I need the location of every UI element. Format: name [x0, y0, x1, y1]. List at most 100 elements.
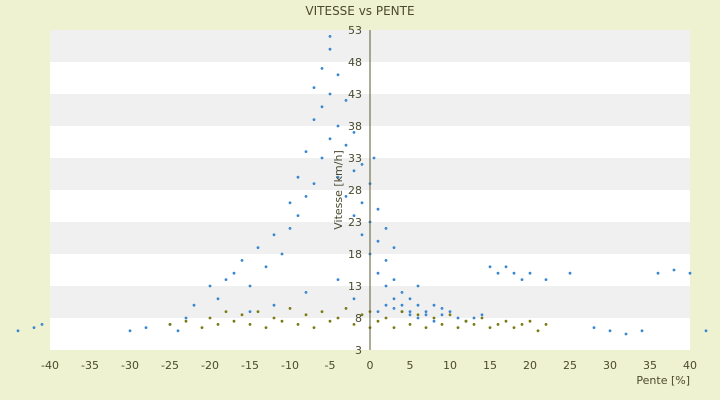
x-tick-label: 35	[643, 359, 657, 372]
y-tick-label: 13	[348, 280, 362, 293]
data-point	[240, 259, 244, 262]
data-point	[296, 214, 300, 218]
data-point	[352, 131, 356, 134]
data-point	[344, 143, 348, 147]
data-point	[376, 310, 380, 313]
data-point	[384, 284, 388, 288]
x-tick-label: 30	[603, 359, 617, 372]
data-point	[376, 239, 380, 243]
data-point	[280, 252, 284, 256]
data-point	[456, 326, 460, 329]
x-tick-label: 20	[523, 359, 537, 372]
data-point	[424, 310, 428, 313]
y-tick-label: 3	[355, 344, 362, 357]
data-point	[400, 310, 404, 313]
data-point	[168, 323, 172, 326]
data-point	[360, 233, 364, 237]
data-point	[392, 246, 396, 250]
data-point	[312, 86, 316, 89]
y-tick-label: 38	[348, 120, 362, 133]
data-point	[440, 313, 444, 317]
x-tick-label: -35	[81, 359, 99, 372]
data-point	[408, 310, 412, 313]
data-point	[504, 265, 508, 269]
data-point	[336, 124, 340, 128]
data-point	[704, 329, 708, 333]
data-point	[496, 271, 500, 275]
data-point	[408, 313, 412, 317]
data-point	[416, 316, 420, 320]
data-series	[16, 35, 708, 336]
data-point	[408, 323, 412, 326]
data-point	[216, 297, 220, 301]
data-point	[536, 329, 540, 333]
data-point	[320, 156, 324, 160]
data-point	[352, 297, 356, 301]
data-point	[656, 271, 660, 275]
x-tick-label: 40	[683, 359, 697, 372]
data-point	[432, 316, 436, 320]
x-axis-label: Pente [%]	[636, 374, 690, 387]
data-point	[304, 150, 308, 154]
x-tick-label: 0	[367, 359, 374, 372]
x-tick-label: 5	[407, 359, 414, 372]
data-point	[248, 284, 252, 288]
data-point	[40, 323, 44, 326]
data-point	[384, 227, 388, 230]
data-point	[464, 319, 468, 323]
x-tick-label: -40	[41, 359, 59, 372]
data-point	[328, 35, 332, 38]
x-tick-label: -30	[121, 359, 139, 372]
data-point	[392, 307, 396, 310]
series-0	[16, 35, 708, 336]
data-point	[384, 316, 388, 320]
data-point	[480, 313, 484, 317]
data-point	[272, 233, 276, 237]
data-point	[272, 316, 276, 320]
data-point	[496, 323, 500, 326]
data-point	[472, 316, 476, 320]
data-point	[408, 297, 412, 301]
data-point	[672, 268, 676, 272]
data-point	[472, 323, 476, 326]
y-tick-label: 48	[348, 56, 362, 69]
data-point	[640, 329, 644, 333]
y-tick-label: 43	[348, 88, 362, 101]
data-point	[344, 99, 348, 102]
data-point	[344, 307, 348, 310]
x-tick-label: -15	[241, 359, 259, 372]
data-point	[432, 319, 436, 323]
data-point	[288, 227, 292, 230]
data-point	[296, 175, 300, 179]
data-point	[488, 326, 492, 329]
data-point	[512, 326, 516, 329]
data-point	[360, 313, 364, 317]
data-point	[424, 326, 428, 329]
data-point	[328, 137, 332, 141]
data-point	[520, 278, 524, 281]
data-point	[432, 303, 436, 307]
data-point	[448, 313, 452, 317]
data-point	[224, 278, 228, 281]
data-point	[544, 278, 548, 281]
data-point	[264, 265, 268, 269]
data-point	[512, 271, 516, 275]
data-point	[224, 310, 228, 313]
data-point	[568, 271, 572, 275]
data-point	[448, 310, 452, 313]
data-point	[200, 326, 204, 329]
data-point	[384, 303, 388, 307]
data-point	[392, 278, 396, 281]
data-point	[608, 329, 612, 333]
data-point	[280, 319, 284, 323]
data-point	[144, 326, 148, 329]
data-point	[16, 329, 20, 333]
data-point	[232, 271, 236, 275]
data-point	[272, 303, 276, 307]
data-point	[336, 73, 340, 77]
data-point	[352, 169, 356, 173]
data-point	[688, 271, 692, 275]
data-point	[456, 316, 460, 320]
